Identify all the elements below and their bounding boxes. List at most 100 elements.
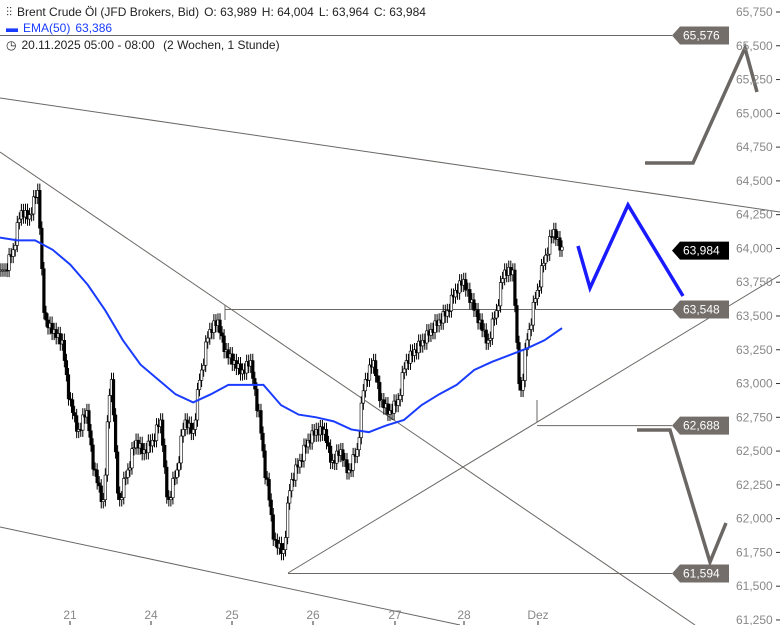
candle-body <box>294 464 298 481</box>
candle-body <box>521 380 525 391</box>
trend-line <box>0 526 461 625</box>
candle-body <box>494 310 499 319</box>
candle-body <box>527 329 531 341</box>
candle-body <box>93 468 97 471</box>
candle-body <box>328 445 333 463</box>
candle-body <box>408 350 413 364</box>
candle-body <box>398 395 402 401</box>
candle-body <box>484 329 488 344</box>
candle-body <box>101 499 105 502</box>
candle-body <box>30 213 34 216</box>
candle-body <box>220 332 224 337</box>
candle-body <box>326 442 331 447</box>
candle-body <box>189 422 193 434</box>
candle-body <box>367 364 372 381</box>
price-level-label: 61,594 <box>683 566 720 580</box>
current-price-label: 63,984 <box>683 244 720 258</box>
candle-body <box>124 477 128 479</box>
candle-body <box>417 340 421 354</box>
candle-body <box>132 447 136 450</box>
candle-body <box>111 379 116 416</box>
candle-body <box>378 382 382 402</box>
y-tick-label: 63,250 <box>736 343 773 357</box>
candle-body <box>468 289 472 303</box>
candle-body <box>87 410 91 432</box>
candle-body <box>345 459 349 474</box>
legend-period: ◷ 20.11.2025 05:00 - 08:00 (2 Wochen, 1 S… <box>6 38 285 52</box>
y-tick-label: 64,750 <box>736 140 773 154</box>
candle-body <box>386 403 390 415</box>
candle-body <box>218 319 222 334</box>
candle-body <box>173 477 177 479</box>
y-tick-label: 64,000 <box>736 241 773 255</box>
current-price-label-bg <box>672 241 729 260</box>
y-tick-label: 62,000 <box>736 512 773 526</box>
candle-body <box>533 298 537 303</box>
candle-body <box>560 246 564 251</box>
candle-body <box>535 290 540 300</box>
candle-body <box>310 430 314 444</box>
candle-body <box>99 485 103 502</box>
candle-body <box>107 395 112 423</box>
y-tick-label: 61,750 <box>736 545 773 559</box>
candle-body <box>208 329 212 339</box>
y-tick-label: 64,250 <box>736 208 773 222</box>
candle-body <box>515 305 519 343</box>
candle-body <box>42 268 46 313</box>
candle-body <box>140 443 144 454</box>
candle-body <box>263 450 267 479</box>
candle-body <box>66 374 71 400</box>
candle-body <box>544 254 548 264</box>
clock-icon: ◷ <box>6 38 17 52</box>
candle-body <box>488 337 492 341</box>
candle-body <box>445 310 449 317</box>
candle-body <box>11 249 15 257</box>
candle-body <box>361 390 365 404</box>
y-tick-label: 63,750 <box>736 275 773 289</box>
x-tick-label: 25 <box>225 608 239 622</box>
candle-body <box>58 333 62 345</box>
indicator-icon[interactable]: ⫶⫶ <box>6 5 13 19</box>
price-level-label-bg <box>672 416 729 435</box>
projection-down-arrow <box>637 428 728 568</box>
candle-body <box>206 337 210 343</box>
candle-body <box>546 253 550 256</box>
candle-body <box>283 537 288 550</box>
candle-body <box>171 478 175 498</box>
ema50-line <box>0 236 563 434</box>
price-level-label-bg <box>672 300 729 319</box>
candle-body <box>113 414 118 453</box>
candle-body <box>531 301 535 326</box>
candle-body <box>89 430 93 446</box>
price-level-label: 62,688 <box>683 419 720 433</box>
x-tick-label: 28 <box>457 608 471 622</box>
trend-line <box>0 97 780 213</box>
candle-body <box>279 543 284 554</box>
candle-body <box>351 454 355 471</box>
candle-body <box>179 435 183 464</box>
candle-body <box>298 460 302 468</box>
candle-body <box>70 399 75 413</box>
candle-body <box>251 360 255 379</box>
candle-body <box>396 399 400 406</box>
x-tick-label: 21 <box>63 608 77 622</box>
legend-ema[interactable]: ▬ EMA(50) 63,386 <box>6 21 118 35</box>
candle-body <box>193 419 198 430</box>
candle-body <box>554 229 558 240</box>
candle-body <box>13 245 17 251</box>
candle-body <box>146 440 150 454</box>
candle-body <box>541 262 546 266</box>
candle-body <box>425 330 429 344</box>
candle-body <box>126 469 130 478</box>
candle-body <box>73 412 77 416</box>
candle-body <box>202 364 206 371</box>
candle-body <box>165 466 169 498</box>
candle-body <box>75 415 79 432</box>
candle-body <box>290 479 294 492</box>
candle-body <box>513 269 517 306</box>
candle-body <box>392 400 396 414</box>
candle-body <box>7 254 11 271</box>
candle-body <box>222 335 226 352</box>
candle-body <box>38 190 42 229</box>
